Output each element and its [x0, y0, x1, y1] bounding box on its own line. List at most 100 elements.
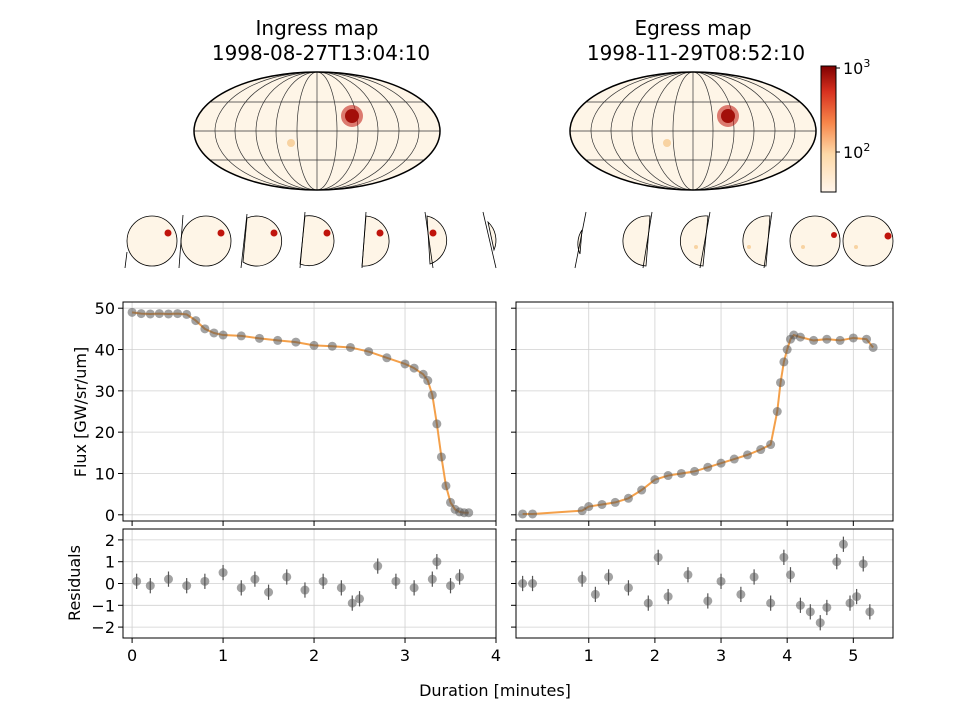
data-point	[127, 307, 137, 317]
data-point	[418, 369, 428, 379]
model-curve	[131, 311, 469, 514]
data-point	[154, 309, 164, 319]
y-tick-label: −1	[91, 596, 115, 615]
data-point	[518, 509, 528, 519]
data-point	[779, 357, 789, 367]
data-point	[785, 570, 795, 580]
data-point	[766, 440, 776, 450]
data-point	[809, 335, 819, 345]
data-point	[446, 581, 456, 591]
data-point	[716, 576, 726, 586]
data-point	[779, 552, 789, 562]
ingress-disk-5	[361, 211, 390, 269]
data-point	[291, 337, 301, 347]
data-point	[835, 335, 845, 345]
data-point	[423, 376, 433, 386]
data-point	[345, 342, 355, 352]
data-point	[577, 574, 587, 584]
data-point	[772, 407, 782, 416]
data-point	[690, 466, 700, 476]
y-tick-label: 0	[105, 506, 115, 525]
ingress-disk-2	[178, 214, 232, 269]
x-tick-label: 0	[127, 646, 137, 665]
ingress-disk-3	[240, 213, 283, 269]
data-point	[528, 579, 538, 588]
data-point	[716, 458, 726, 468]
data-point	[650, 475, 660, 485]
egress-disk-5	[789, 215, 841, 267]
data-point	[729, 454, 739, 464]
data-point	[309, 340, 319, 350]
data-point	[145, 309, 155, 319]
ingress-residuals-panel: 0 1 2 3 4 −2 −1 0 1 2	[91, 528, 501, 665]
data-point	[136, 309, 146, 319]
data-point	[391, 576, 401, 586]
colorbar-tick-top: 103	[843, 57, 870, 78]
data-point	[623, 493, 633, 503]
data-point	[518, 579, 528, 588]
egress-disk-3	[679, 211, 711, 269]
data-point	[446, 497, 456, 507]
data-point	[845, 598, 855, 608]
data-point	[852, 592, 862, 602]
data-point	[832, 557, 842, 567]
data-point	[703, 462, 713, 472]
data-point	[218, 330, 228, 340]
data-point	[173, 309, 183, 319]
data-point	[432, 419, 442, 429]
data-point	[528, 509, 538, 519]
data-point	[749, 572, 759, 582]
data-point	[300, 585, 310, 595]
data-point	[441, 481, 451, 491]
x-axis-label: Duration [minutes]	[419, 681, 571, 700]
egress-disk-6	[842, 215, 894, 267]
x-tick-label: 3	[716, 646, 726, 665]
data-point	[584, 502, 594, 512]
data-point	[676, 468, 686, 478]
y-tick-label: 40	[95, 341, 115, 360]
data-point	[782, 345, 792, 355]
y-tick-label: 50	[95, 299, 115, 318]
data-point	[865, 607, 875, 617]
data-point	[643, 598, 653, 608]
data-point	[209, 328, 219, 338]
data-point	[236, 583, 246, 593]
ingress-disk-6	[424, 211, 448, 269]
ingress-disk-1	[124, 215, 178, 269]
data-point	[637, 485, 647, 495]
data-point	[427, 574, 437, 584]
data-point	[610, 497, 620, 507]
data-point	[590, 589, 600, 599]
data-point	[282, 572, 292, 582]
x-tick-label: 4	[491, 646, 501, 665]
data-point	[795, 600, 805, 610]
data-point	[132, 576, 142, 586]
egress-map-title: Egress map	[634, 16, 751, 40]
data-point	[163, 309, 173, 319]
data-point	[736, 589, 746, 599]
y-tick-label: 10	[95, 464, 115, 483]
data-point	[218, 568, 228, 578]
data-point	[455, 572, 465, 582]
y-tick-label: 1	[105, 553, 115, 572]
ingress-disk-7	[482, 211, 497, 269]
data-point	[623, 583, 633, 593]
data-point	[400, 359, 410, 369]
egress-disk-2	[622, 211, 653, 269]
data-point	[795, 332, 805, 342]
data-point	[822, 334, 832, 344]
data-point	[703, 596, 713, 606]
data-point	[838, 539, 848, 549]
egress-map: Egress map 1998-11-29T08:52:10	[569, 16, 817, 191]
data-point	[273, 335, 283, 345]
data-point	[805, 607, 815, 617]
ingress-map: Ingress map 1998-08-27T13:04:10	[193, 16, 441, 191]
egress-disk-1	[574, 211, 587, 269]
data-point	[409, 583, 419, 593]
data-point	[776, 378, 786, 388]
y-tick-label: 0	[105, 575, 115, 594]
data-point	[200, 324, 210, 334]
data-point	[347, 598, 357, 608]
data-point	[336, 583, 346, 593]
